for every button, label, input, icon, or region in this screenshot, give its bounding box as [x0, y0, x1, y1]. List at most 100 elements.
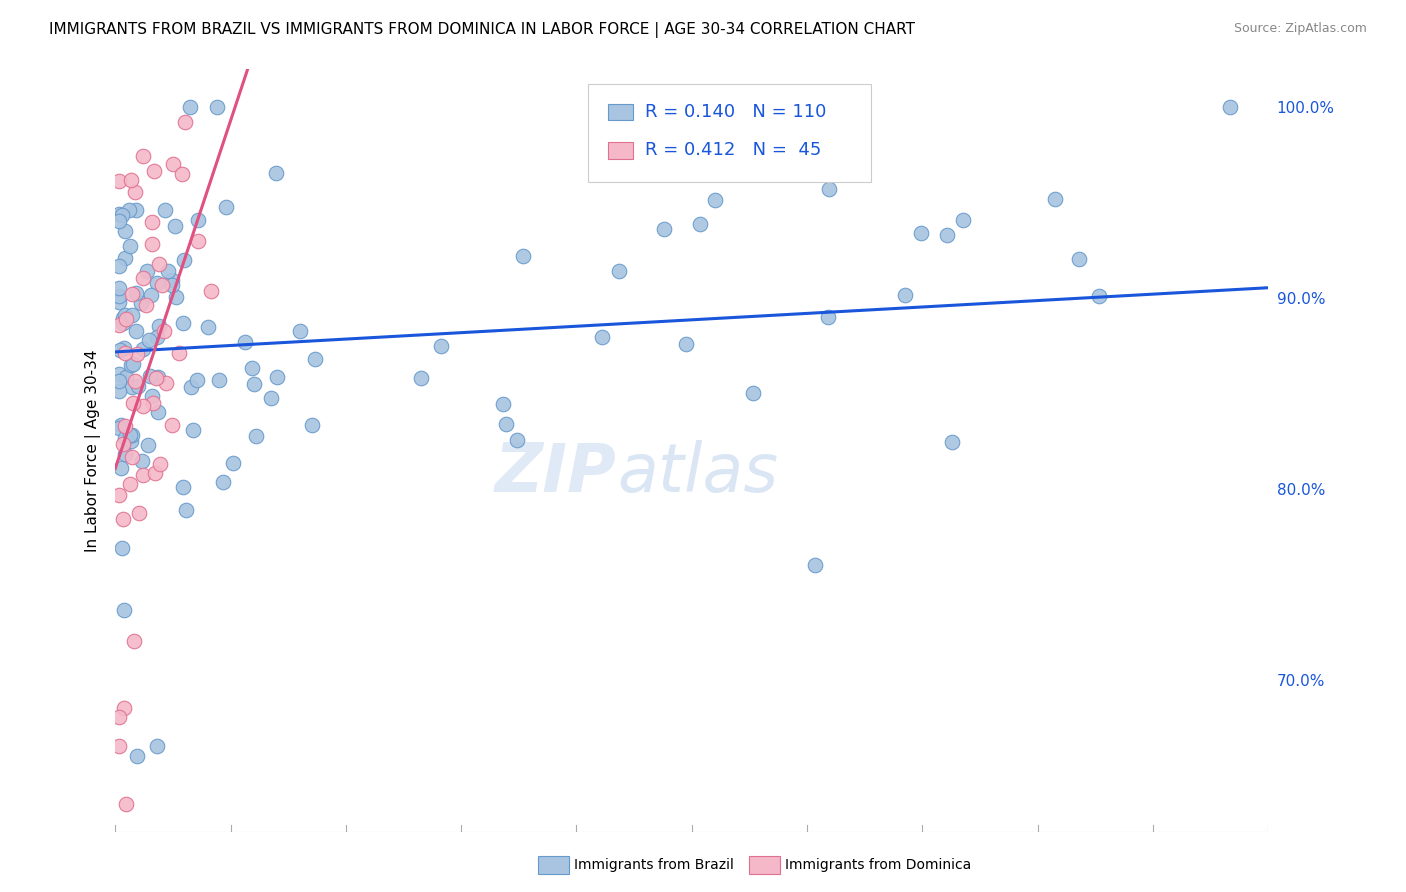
Point: [187, 212, 209, 227]
Point: [512, 250, 534, 264]
Text: Immigrants from Brazil: Immigrants from Brazil: [574, 858, 734, 872]
Point: [141, 288, 163, 302]
Point: [152, 324, 174, 338]
Point: [301, 417, 323, 432]
Point: [108, 343, 131, 357]
Point: [233, 334, 256, 349]
Point: [160, 273, 183, 287]
Point: [110, 417, 132, 432]
Text: atlas: atlas: [617, 441, 778, 507]
Point: [146, 370, 169, 384]
Point: [591, 330, 613, 344]
Point: [170, 167, 193, 181]
Text: Source: ZipAtlas.com: Source: ZipAtlas.com: [1233, 22, 1367, 36]
Point: [167, 346, 190, 360]
Text: R = 0.140   N = 110: R = 0.140 N = 110: [644, 103, 825, 121]
Point: [260, 391, 283, 405]
Point: [114, 432, 136, 446]
Point: [114, 346, 136, 360]
Point: [894, 288, 917, 302]
Point: [122, 396, 145, 410]
FancyBboxPatch shape: [607, 103, 633, 120]
Point: [222, 457, 245, 471]
Text: ZIP: ZIP: [495, 441, 617, 507]
Point: [112, 341, 135, 355]
Point: [186, 373, 208, 387]
Point: [160, 418, 183, 433]
Point: [138, 333, 160, 347]
Point: [108, 384, 131, 399]
Point: [115, 370, 138, 384]
Point: [108, 281, 131, 295]
Point: [609, 264, 631, 278]
Point: [146, 276, 169, 290]
Point: [245, 429, 267, 443]
Point: [111, 541, 134, 555]
Point: [138, 438, 160, 452]
Point: [215, 201, 238, 215]
Point: [132, 400, 155, 414]
Point: [179, 100, 201, 114]
Point: [495, 417, 517, 432]
Point: [108, 367, 131, 381]
Point: [304, 352, 326, 367]
Point: [181, 424, 204, 438]
Point: [818, 182, 841, 196]
Point: [174, 503, 197, 517]
Point: [742, 386, 765, 401]
Point: [111, 310, 134, 325]
Point: [124, 374, 146, 388]
Point: [197, 320, 219, 334]
Point: [172, 317, 194, 331]
Text: IMMIGRANTS FROM BRAZIL VS IMMIGRANTS FROM DOMINICA IN LABOR FORCE | AGE 30-34 CO: IMMIGRANTS FROM BRAZIL VS IMMIGRANTS FRO…: [49, 22, 915, 38]
Point: [127, 379, 149, 393]
Y-axis label: In Labor Force | Age 30-34: In Labor Force | Age 30-34: [86, 349, 101, 552]
Point: [111, 208, 134, 222]
Point: [115, 797, 138, 811]
Point: [124, 286, 146, 301]
Point: [112, 437, 135, 451]
Point: [208, 373, 231, 387]
Point: [207, 100, 229, 114]
Point: [108, 488, 131, 502]
Point: [146, 739, 169, 754]
Point: [121, 287, 143, 301]
Point: [120, 358, 142, 372]
Point: [122, 357, 145, 371]
Point: [120, 173, 142, 187]
Point: [121, 308, 143, 322]
Point: [804, 558, 827, 572]
Point: [118, 477, 141, 491]
Point: [173, 252, 195, 267]
Point: [110, 461, 132, 475]
Point: [118, 428, 141, 442]
Point: [121, 380, 143, 394]
Point: [111, 317, 134, 331]
Point: [124, 324, 146, 338]
Point: [1067, 252, 1090, 267]
Point: [143, 467, 166, 481]
Point: [266, 166, 288, 180]
Point: [108, 259, 131, 273]
Point: [165, 290, 187, 304]
Point: [1043, 192, 1066, 206]
Point: [120, 238, 142, 252]
Point: [131, 149, 153, 163]
Point: [132, 343, 155, 357]
Point: [675, 337, 697, 351]
Point: [132, 271, 155, 285]
Point: [936, 227, 959, 242]
Point: [121, 427, 143, 442]
Point: [240, 360, 263, 375]
Point: [127, 346, 149, 360]
Point: [115, 312, 138, 326]
Point: [160, 278, 183, 293]
Point: [174, 114, 197, 128]
Point: [145, 371, 167, 385]
Point: [492, 396, 515, 410]
Point: [129, 296, 152, 310]
Point: [108, 174, 131, 188]
Point: [212, 475, 235, 489]
Point: [145, 330, 167, 344]
Point: [200, 284, 222, 298]
